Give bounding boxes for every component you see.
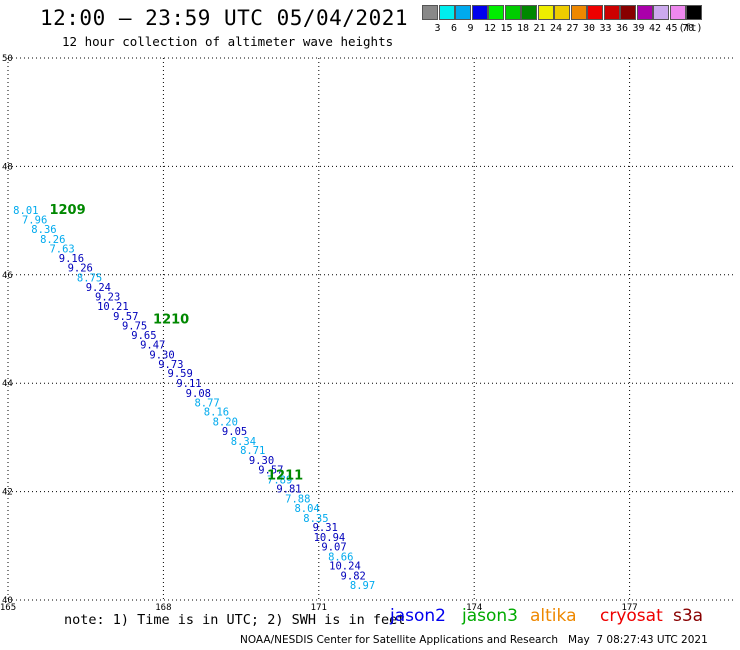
map-title: 12:00 — 23:59 UTC 05/04/2021 bbox=[40, 6, 409, 30]
color-scale-swatch bbox=[488, 5, 504, 20]
color-scale-label: 21 bbox=[533, 23, 546, 34]
wave-height-value: 10.21 bbox=[97, 301, 129, 313]
wave-height-value: 8.71 bbox=[240, 445, 265, 457]
color-scale-swatch bbox=[521, 5, 537, 20]
wave-height-value: 8.26 bbox=[40, 234, 65, 246]
color-scale-label: 12 bbox=[484, 23, 497, 34]
color-scale-swatch bbox=[554, 5, 570, 20]
footer-note: note: 1) Time is in UTC; 2) SWH is in fe… bbox=[64, 612, 406, 628]
wave-height-value: 8.77 bbox=[194, 398, 219, 410]
wave-height-value: 9.47 bbox=[140, 340, 165, 352]
color-scale-label: 6 bbox=[451, 23, 458, 34]
latitude-tick-label: 44 bbox=[2, 379, 13, 389]
wave-height-value: 8.36 bbox=[31, 224, 56, 236]
wave-height-value: 9.57 bbox=[258, 465, 283, 477]
color-scale-swatch bbox=[653, 5, 669, 20]
pass-number-label: 1209 bbox=[49, 203, 85, 218]
color-scale-label: 27 bbox=[566, 23, 579, 34]
wave-height-value: 9.73 bbox=[158, 359, 183, 371]
color-scale-swatch bbox=[537, 5, 554, 20]
color-scale-label: 45 bbox=[665, 23, 678, 34]
color-scale-label: 70 bbox=[682, 23, 695, 34]
wave-height-value: 9.75 bbox=[122, 321, 147, 333]
wave-height-value: 9.65 bbox=[131, 330, 156, 342]
color-scale-swatch bbox=[669, 5, 686, 20]
wave-height-value: 8.66 bbox=[328, 551, 353, 563]
satellite-legend-item: jason3 bbox=[462, 606, 518, 626]
wave-height-value: 9.59 bbox=[168, 368, 193, 380]
color-scale-label: 24 bbox=[550, 23, 563, 34]
wave-height-value: 8.35 bbox=[303, 513, 328, 525]
longitude-tick-label: 168 bbox=[155, 603, 171, 613]
satellite-legend-item: cryosat bbox=[600, 606, 663, 626]
longitude-tick-label: 174 bbox=[466, 603, 482, 613]
color-scale-label: 39 bbox=[632, 23, 645, 34]
color-scale-swatch bbox=[422, 5, 438, 20]
wave-height-value: 8.04 bbox=[294, 503, 319, 515]
wave-height-value: 9.24 bbox=[86, 282, 111, 294]
color-scale-swatch bbox=[570, 5, 587, 20]
footer-credit: NOAA/NESDIS Center for Satellite Applica… bbox=[240, 634, 708, 646]
wave-height-value: 10.24 bbox=[329, 561, 361, 573]
color-scale-label: 33 bbox=[599, 23, 612, 34]
wave-height-value: 8.34 bbox=[231, 436, 256, 448]
color-scale-swatch bbox=[603, 5, 620, 20]
satellite-legend-item: altika bbox=[530, 606, 577, 626]
latitude-tick-label: 42 bbox=[2, 488, 13, 498]
wave-height-value: 8.01 bbox=[13, 205, 38, 217]
color-scale-swatch bbox=[471, 5, 488, 20]
wave-height-value: 7.96 bbox=[22, 214, 47, 226]
color-scale-label: 9 bbox=[467, 23, 474, 34]
latitude-tick-label: 46 bbox=[2, 271, 13, 281]
latitude-tick-label: 40 bbox=[2, 596, 13, 606]
color-scale-swatch bbox=[636, 5, 653, 20]
wave-height-value: 9.26 bbox=[68, 263, 93, 275]
satellite-legend-item: jason2 bbox=[390, 606, 446, 626]
wave-height-value: 9.30 bbox=[149, 349, 174, 361]
longitude-tick-label: 177 bbox=[621, 603, 637, 613]
color-scale-unit: (ft) bbox=[678, 23, 703, 34]
satellite-legend-item: s3a bbox=[673, 606, 704, 626]
latitude-tick-label: 48 bbox=[2, 162, 13, 172]
color-scale-label: 36 bbox=[616, 23, 629, 34]
wave-height-value: 7.88 bbox=[285, 493, 310, 505]
wave-height-value: 9.30 bbox=[249, 455, 274, 467]
wave-height-value: 7.89 bbox=[267, 474, 292, 486]
color-scale-label: 30 bbox=[583, 23, 596, 34]
color-scale-swatch bbox=[504, 5, 521, 20]
wave-height-value: 9.23 bbox=[95, 291, 120, 303]
pass-number-label: 1210 bbox=[153, 313, 189, 328]
wave-height-value: 9.57 bbox=[113, 311, 138, 323]
color-scale-label: 18 bbox=[517, 23, 530, 34]
wave-height-value: 9.82 bbox=[341, 570, 366, 582]
wave-height-value: 8.20 bbox=[213, 416, 238, 428]
wave-height-value: 9.08 bbox=[186, 388, 211, 400]
wave-height-value: 7.63 bbox=[49, 244, 74, 256]
wave-height-value: 9.16 bbox=[59, 253, 84, 265]
color-scale-label: 42 bbox=[649, 23, 662, 34]
color-scale-swatch bbox=[438, 5, 455, 20]
color-scale-swatch bbox=[455, 5, 471, 20]
wave-height-value: 9.11 bbox=[176, 378, 201, 390]
longitude-tick-label: 165 bbox=[0, 603, 16, 613]
wave-height-value: 8.16 bbox=[204, 407, 229, 419]
pass-number-label: 1211 bbox=[267, 469, 303, 484]
wave-height-value: 8.97 bbox=[350, 580, 375, 592]
wave-height-value: 9.07 bbox=[321, 542, 346, 554]
wave-height-value: 9.31 bbox=[313, 522, 338, 534]
map-subtitle: 12 hour collection of altimeter wave hei… bbox=[62, 34, 394, 49]
longitude-tick-label: 171 bbox=[311, 603, 327, 613]
color-scale-swatch bbox=[587, 5, 603, 20]
wave-height-value: 10.94 bbox=[314, 532, 346, 544]
wave-height-value: 8.75 bbox=[77, 272, 102, 284]
wave-height-value: 9.81 bbox=[276, 484, 301, 496]
color-scale-label: 15 bbox=[500, 23, 513, 34]
latitude-tick-label: 50 bbox=[2, 54, 13, 64]
color-scale-label: 3 bbox=[434, 23, 441, 34]
color-scale-swatch bbox=[620, 5, 636, 20]
wave-height-value: 9.05 bbox=[222, 426, 247, 438]
color-scale-swatch bbox=[686, 5, 702, 20]
